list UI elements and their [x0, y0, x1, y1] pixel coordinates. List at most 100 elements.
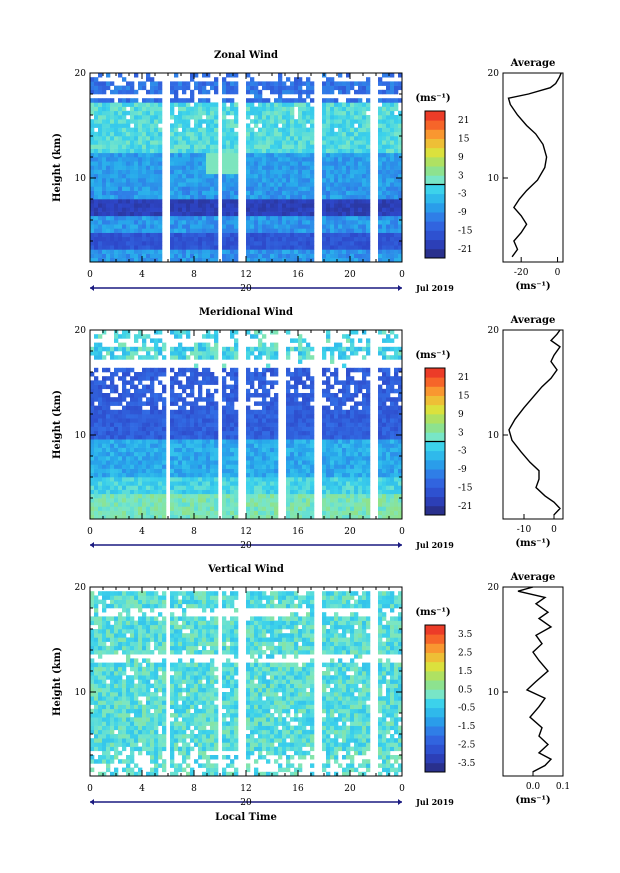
heatmap-cell: [298, 489, 303, 495]
heatmap-cell: [130, 401, 135, 406]
heatmap-cell: [390, 253, 395, 259]
heatmap-cell: [342, 232, 347, 238]
heatmap-cell: [222, 119, 227, 124]
heatmap-cell: [162, 418, 167, 423]
heatmap-cell: [366, 148, 371, 154]
heatmap-cell: [234, 110, 239, 116]
heatmap-cell: [266, 98, 271, 103]
heatmap-cell: [186, 245, 191, 250]
heatmap-cell: [118, 215, 123, 221]
heatmap-cell: [266, 468, 271, 474]
heatmap-cell: [366, 393, 371, 398]
heatmap-cell: [362, 123, 367, 128]
heatmap-cell: [90, 236, 95, 242]
heatmap-cell: [262, 119, 267, 124]
heatmap-cell: [350, 131, 355, 137]
heatmap-cell: [350, 98, 355, 103]
heatmap-cell: [202, 190, 207, 196]
heatmap-cell: [398, 190, 403, 196]
heatmap-cell: [282, 203, 287, 208]
heatmap-cell: [106, 443, 111, 448]
heatmap-cell: [246, 224, 251, 229]
heatmap-cell: [338, 127, 343, 133]
heatmap-cell: [338, 451, 343, 457]
heatmap-cell: [182, 224, 187, 229]
heatmap-cell: [322, 468, 327, 474]
heatmap-cell: [234, 81, 239, 86]
heatmap-cell: [94, 418, 99, 423]
heatmap-cell: [286, 199, 291, 204]
heatmap-cell: [302, 152, 307, 158]
heatmap-cell: [146, 215, 151, 221]
heatmap-cell: [362, 220, 367, 225]
heatmap-cell: [214, 426, 219, 432]
heatmap-cell: [342, 140, 347, 145]
heatmap-cell: [322, 173, 327, 179]
heatmap-cell: [186, 430, 191, 436]
heatmap-cell: [310, 472, 315, 478]
heatmap-cell: [386, 418, 391, 423]
heatmap-cell: [102, 426, 107, 432]
heatmap-cell: [262, 439, 267, 444]
heatmap-cell: [142, 409, 147, 415]
heatmap-cell: [302, 165, 307, 170]
heatmap-cell: [398, 422, 403, 427]
heatmap-cell: [270, 194, 275, 200]
heatmap-cell: [290, 393, 295, 398]
heatmap-cell: [366, 215, 371, 221]
heatmap-cell: [130, 224, 135, 229]
heatmap-cell: [214, 405, 219, 411]
heatmap-cell: [178, 165, 183, 170]
heatmap-cell: [126, 131, 131, 137]
heatmap-cell: [182, 435, 187, 440]
heatmap-cell: [246, 397, 251, 402]
heatmap-cell: [206, 119, 211, 124]
heatmap-cell: [358, 215, 363, 221]
heatmap-cell: [234, 224, 239, 229]
heatmap-cell: [130, 451, 135, 457]
heatmap-cell: [182, 110, 187, 116]
heatmap-cell: [162, 443, 167, 448]
heatmap-cell: [106, 203, 111, 208]
heatmap-cell: [254, 136, 259, 141]
heatmap-cell: [158, 498, 163, 503]
heatmap-cell: [130, 502, 135, 507]
heatmap-cell: [138, 194, 143, 200]
heatmap-cell: [114, 447, 119, 453]
heatmap-cell: [210, 157, 215, 162]
heatmap-cell: [354, 228, 359, 233]
heatmap-cell: [114, 477, 119, 482]
heatmap-cell: [114, 190, 119, 196]
heatmap-cell: [190, 257, 195, 263]
heatmap-cell: [174, 182, 179, 187]
heatmap-cell: [302, 207, 307, 212]
heatmap-cell: [90, 211, 95, 217]
heatmap-cell: [158, 232, 163, 238]
heatmap-cell: [150, 127, 155, 133]
heatmap-cell: [354, 236, 359, 242]
heatmap-cell: [338, 468, 343, 474]
heatmap-cell: [246, 253, 251, 259]
heatmap-cell: [126, 178, 131, 183]
heatmap-cell: [202, 165, 207, 170]
heatmap-cell: [306, 405, 311, 411]
heatmap-cell: [298, 165, 303, 170]
heatmap-cell: [390, 115, 395, 120]
heatmap-cell: [178, 140, 183, 145]
heatmap-cell: [122, 136, 127, 141]
heatmap-cell: [350, 190, 355, 196]
heatmap-cell: [398, 257, 403, 263]
heatmap-cell: [358, 498, 363, 503]
heatmap-cell: [178, 502, 183, 507]
heatmap-cell: [382, 506, 387, 511]
heatmap-cell: [270, 485, 275, 490]
heatmap-cell: [346, 414, 351, 419]
heatmap-cell: [298, 98, 303, 103]
heatmap-cell: [306, 148, 311, 154]
heatmap-cell: [350, 418, 355, 423]
heatmap-cell: [186, 194, 191, 200]
heatmap-cell: [366, 510, 371, 516]
heatmap-cell: [222, 468, 227, 474]
heatmap-cell: [222, 477, 227, 482]
heatmap-cell: [150, 514, 155, 520]
